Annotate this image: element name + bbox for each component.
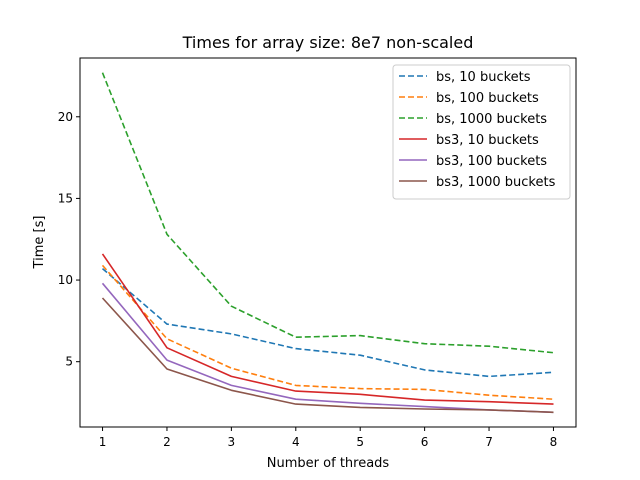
legend: bs, 10 buckets bs, 100 buckets bs, 1000 bu… [392,64,571,200]
legend-label-bs-10-buckets: bs, 10 buckets [436,70,531,85]
x-axis: 1 2 3 4 5 6 7 8 [99,427,558,449]
x-tick-label: 7 [485,435,493,449]
x-tick-label: 2 [163,435,171,449]
y-tick-label: 10 [58,273,73,287]
y-tick-label: 20 [58,110,73,124]
series-line-bs3-10-buckets [101,253,554,405]
legend-label-bs3-10-buckets: bs3, 10 buckets [436,133,539,148]
legend-label-bs3-100-buckets: bs3, 100 buckets [436,154,547,169]
legend-box [392,64,571,200]
y-tick-label: 5 [65,355,73,369]
legend-label-bs-1000-buckets: bs, 1000 buckets [436,112,547,127]
y-tick-label: 15 [58,191,73,205]
series-line-bs3-1000-buckets [101,297,554,414]
plot-lines [101,72,554,414]
legend-label-bs-100-buckets: bs, 100 buckets [436,91,539,106]
chart-title: Times for array size: 8e7 non-scaled [182,33,474,52]
x-tick-label: 4 [292,435,300,449]
y-axis-label: Time [s] [32,216,47,270]
x-tick-label: 5 [356,435,364,449]
series-line-bs-1000-buckets [101,72,554,354]
x-axis-label: Number of threads [267,456,390,471]
y-axis: 5 10 15 20 [58,110,80,369]
plot-frame [79,57,577,428]
series-line-bs-10-buckets [101,267,554,378]
legend-label-bs3-1000-buckets: bs3, 1000 buckets [436,175,556,190]
x-tick-label: 3 [228,435,236,449]
series-line-bs-100-buckets [101,264,554,400]
x-tick-label: 8 [550,435,558,449]
x-tick-label: 6 [421,435,429,449]
x-tick-label: 1 [99,435,107,449]
